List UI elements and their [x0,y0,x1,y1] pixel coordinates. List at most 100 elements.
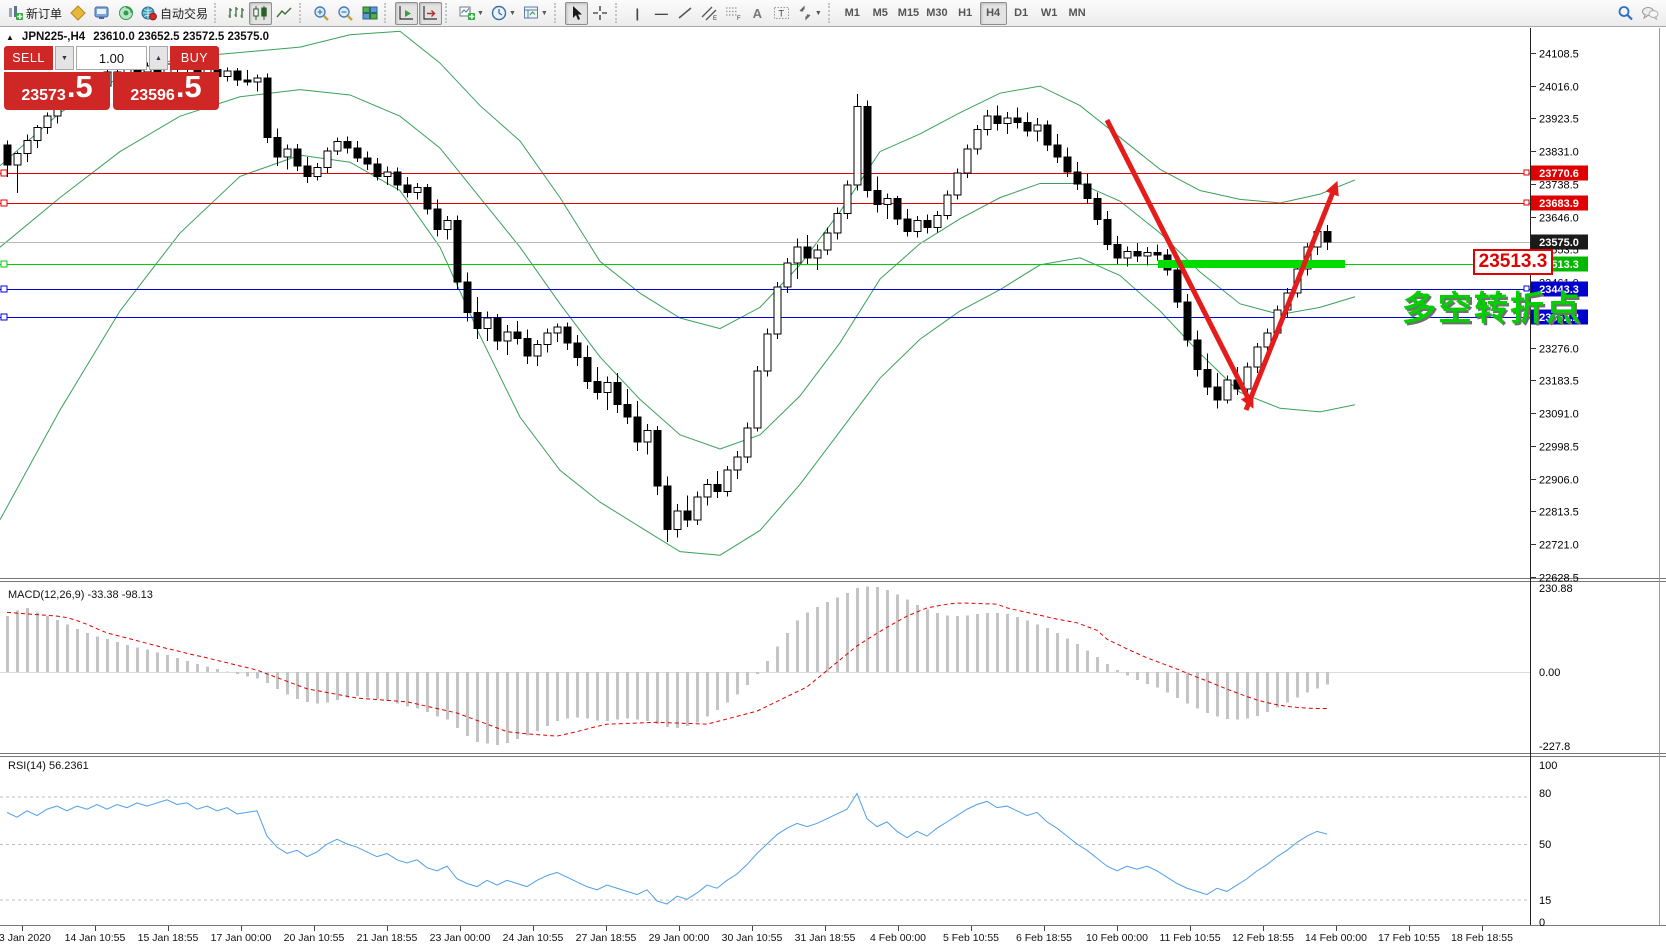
candlestick-chart-icon [253,6,267,20]
sell-button[interactable]: SELL [4,46,53,70]
market-watch-button[interactable] [90,2,113,25]
periods-button[interactable]: ▼ [488,2,519,25]
fibonacci-icon: F [725,7,741,21]
svg-text:230.88: 230.88 [1539,583,1573,595]
text-label-button[interactable]: T [770,2,793,25]
buy-button[interactable]: BUY [170,46,219,70]
rsi-pane: 100 80 50 15 0 [0,760,1557,929]
tf-m30-button[interactable]: M30 [926,7,948,19]
chart-shift-button[interactable] [419,1,443,25]
search-button[interactable] [1614,2,1637,25]
new-order-button[interactable]: 新订单 [4,2,65,25]
horizontal-line-button[interactable]: — [650,2,673,25]
quote-info-line: ▲ JPN225-,H4 23610.0 23652.5 23572.5 235… [6,31,269,43]
level-lines[interactable] [0,169,1530,321]
svg-text:20 Jan 10:55: 20 Jan 10:55 [284,932,345,944]
signals-icon [118,6,133,20]
zoom-out-button[interactable] [334,2,357,25]
dropdown-arrow-icon: ▼ [508,9,516,17]
chart-shift-icon [423,6,438,20]
toolbar-separator [299,3,305,23]
line-chart-button[interactable] [273,2,296,25]
svg-text:80: 80 [1539,788,1551,800]
chat-button[interactable] [1638,2,1662,25]
profiles-button[interactable] [66,2,89,25]
signals-button[interactable] [114,2,137,25]
toolbar-separator [827,3,834,23]
svg-text:23276.0: 23276.0 [1539,344,1579,356]
dropdown-arrow-icon: ▼ [540,9,548,17]
tf-m5-button[interactable]: M5 [872,7,888,19]
cursor-button[interactable] [564,1,588,25]
time-axis[interactable]: 13 Jan 2020 14 Jan 10:55 15 Jan 18:55 17 Ja… [0,926,1513,944]
tf-m15-button[interactable]: M15 [897,7,920,19]
price-tag-annotation[interactable]: 23513.3 [1473,249,1553,275]
templates-icon [523,6,538,19]
symbol-period: JPN225-,H4 [21,31,86,43]
svg-text:23 Jan 00:00: 23 Jan 00:00 [430,932,491,944]
tf-h4-button[interactable]: H4 [979,1,1007,25]
svg-text:29 Jan 00:00: 29 Jan 00:00 [649,932,710,944]
svg-text:18 Feb 18:55: 18 Feb 18:55 [1451,932,1513,944]
svg-text:F: F [737,16,741,21]
zoom-in-button[interactable] [310,2,333,25]
cursor-icon [572,6,582,20]
svg-text:14 Feb 00:00: 14 Feb 00:00 [1305,932,1367,944]
volume-field[interactable]: 1.00 [76,46,147,70]
tf-mn-button[interactable]: MN [1068,7,1086,19]
svg-text:23646.0: 23646.0 [1539,213,1579,225]
svg-text:-227.8: -227.8 [1539,741,1570,753]
svg-text:15 Jan 18:55: 15 Jan 18:55 [138,932,199,944]
macd-pane: 230.88 0.00 -227.8 [0,583,1573,753]
svg-text:23091.0: 23091.0 [1539,409,1579,421]
chart-annotations[interactable] [1104,118,1345,411]
trendline-icon [678,7,692,19]
vertical-line-button[interactable]: | [626,2,649,25]
svg-text:23443.3: 23443.3 [1539,284,1579,296]
volume-increase-button[interactable]: ▲ [149,46,168,70]
text-button[interactable]: A [746,2,769,25]
svg-text:22721.0: 22721.0 [1539,540,1579,552]
pivot-point-note[interactable]: 多空转折点 [1402,290,1582,328]
auto-scroll-button[interactable] [395,1,419,25]
svg-text:22998.5: 22998.5 [1539,442,1579,454]
channel-button[interactable]: E [698,2,721,25]
collapse-triangle-icon[interactable]: ▲ [6,32,14,42]
autotrade-icon [141,6,157,21]
bollinger-bands [0,30,1356,556]
svg-text:0: 0 [1539,917,1545,929]
autotrade-label: 自动交易 [160,6,209,21]
sell-price-button[interactable]: 23573 .5 [4,71,110,110]
autotrade-button[interactable]: 自动交易 [138,2,211,25]
buy-price-button[interactable]: 23596 .5 [113,71,219,110]
crosshair-icon [593,6,608,20]
tf-d1-button[interactable]: D1 [1014,7,1029,19]
svg-text:31 Jan 18:55: 31 Jan 18:55 [795,932,856,944]
fibonacci-button[interactable]: F [722,2,745,25]
candle-chart-button[interactable] [249,1,273,25]
volume-decrease-button[interactable]: ▼ [55,46,74,70]
indicators-button[interactable]: ▼ [456,2,487,25]
tf-m1-button[interactable]: M1 [844,7,860,19]
bar-chart-button[interactable] [225,2,248,25]
svg-text:23923.5: 23923.5 [1539,114,1579,126]
zoom-in-icon [314,6,329,21]
crosshair-button[interactable] [589,2,612,25]
templates-button[interactable]: ▼ [520,2,551,25]
svg-text:0.00: 0.00 [1539,667,1560,679]
tf-w1-button[interactable]: W1 [1040,7,1058,19]
horizontal-line-icon: — [654,5,668,21]
tile-windows-button[interactable] [358,2,381,25]
macd-indicator-label: MACD(12,26,9) -33.38 -98.13 [8,589,153,601]
vertical-line-icon: | [635,5,640,21]
buy-price-main: 23596 [130,87,175,104]
svg-text:T: T [778,9,784,19]
arrows-button[interactable]: ▼ [794,2,825,25]
candlesticks [3,61,1332,543]
tf-h1-button[interactable]: H1 [958,7,973,19]
svg-text:23362.2: 23362.2 [1539,312,1579,324]
svg-text:27 Jan 18:55: 27 Jan 18:55 [576,932,637,944]
one-click-trade-panel: SELL ▼ 1.00 ▲ BUY 23573 .5 23596 .5 [4,46,219,110]
trendline-button[interactable] [674,2,697,25]
